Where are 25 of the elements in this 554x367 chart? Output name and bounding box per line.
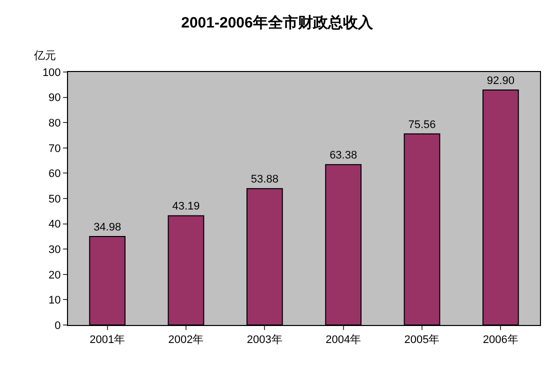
data-label: 53.88 bbox=[250, 174, 278, 186]
x-tick-label: 2004年 bbox=[326, 334, 362, 346]
data-label: 92.90 bbox=[486, 74, 514, 87]
x-tick-label: 2005年 bbox=[404, 334, 440, 346]
data-label: 34.98 bbox=[94, 222, 122, 234]
x-tick-label: 2001年 bbox=[90, 334, 126, 346]
y-tick-label: 20 bbox=[48, 269, 61, 282]
y-tick-label: 90 bbox=[48, 92, 61, 104]
y-tick-label: 0 bbox=[54, 320, 61, 332]
y-tick-label: 30 bbox=[48, 244, 61, 256]
y-tick-label: 10 bbox=[48, 294, 61, 307]
y-tick-label: 60 bbox=[48, 168, 61, 180]
x-tick-label: 2006年 bbox=[482, 334, 518, 346]
y-tick-label: 100 bbox=[42, 66, 61, 79]
data-label: 63.38 bbox=[330, 150, 358, 162]
x-tick-label: 2002年 bbox=[168, 334, 204, 346]
x-tick-label: 2003年 bbox=[246, 334, 282, 346]
y-tick-label: 40 bbox=[48, 218, 61, 231]
y-tick-label: 80 bbox=[48, 117, 61, 130]
y-tick-label: 70 bbox=[48, 142, 61, 155]
y-axis-title: 亿元 bbox=[33, 50, 56, 62]
y-tick-label: 50 bbox=[48, 193, 61, 206]
data-label: 75.56 bbox=[408, 118, 436, 131]
data-label: 43.19 bbox=[172, 200, 200, 213]
chart-title: 2001-2006年全市财政总收入 bbox=[181, 13, 374, 32]
